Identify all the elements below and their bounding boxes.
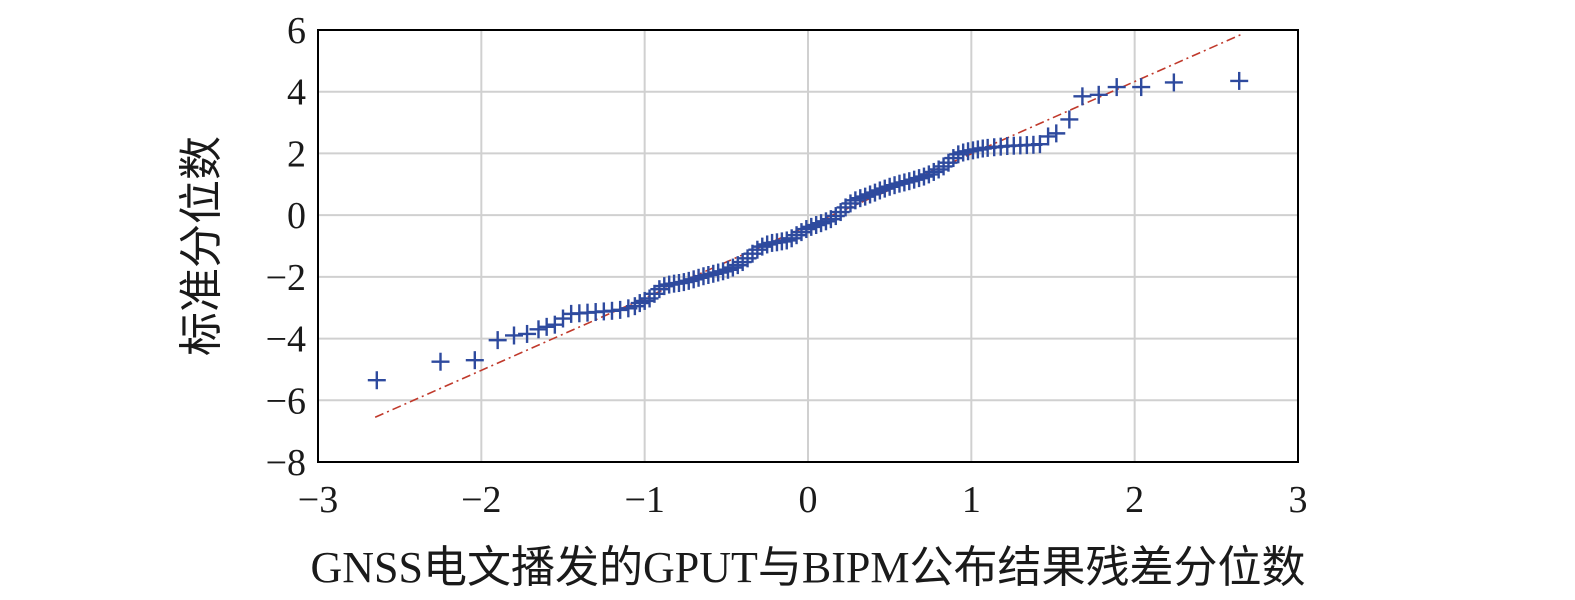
- y-tick-label: 6: [287, 10, 306, 52]
- y-tick-label: 4: [287, 72, 306, 114]
- data-point: [431, 352, 450, 371]
- x-tick-label: −1: [624, 479, 664, 521]
- y-tick-label: −2: [266, 257, 306, 299]
- data-point: [1030, 135, 1049, 154]
- reference-line: [374, 33, 1242, 418]
- reference-line-group: [374, 33, 1242, 418]
- data-point: [1060, 110, 1079, 129]
- data-point: [505, 326, 523, 345]
- data-point: [367, 371, 386, 390]
- data-point: [465, 351, 484, 370]
- data-point: [1089, 85, 1108, 104]
- x-tick-label: −3: [298, 479, 338, 521]
- data-point: [1164, 73, 1183, 92]
- data-points: [367, 71, 1249, 390]
- y-tick-label: −6: [266, 380, 306, 422]
- data-point: [1132, 78, 1151, 97]
- data-point: [488, 331, 507, 350]
- x-tick-label: 0: [799, 479, 818, 521]
- data-point: [518, 324, 537, 343]
- y-tick-label: −4: [266, 319, 306, 361]
- data-point: [554, 309, 572, 328]
- x-tick-label: 1: [962, 479, 981, 521]
- x-tick-labels: −3 −2 −1 0 1 2 3: [298, 479, 1308, 521]
- data-point: [537, 317, 556, 336]
- gridlines: [318, 30, 1298, 462]
- data-point: [1073, 87, 1092, 106]
- x-axis-label: GNSS电文播发的GPUT与BIPM公布结果残差分位数: [311, 543, 1306, 592]
- y-tick-label: 0: [287, 195, 306, 237]
- y-tick-label: 2: [287, 133, 306, 175]
- data-point: [1230, 71, 1249, 90]
- data-point: [611, 300, 630, 319]
- x-tick-label: 3: [1289, 479, 1308, 521]
- x-tick-label: 2: [1125, 479, 1144, 521]
- data-point: [529, 320, 548, 339]
- y-axis-label: 标准分位数: [177, 136, 226, 356]
- y-tick-labels: −8 −6 −4 −2 0 2 4 6: [266, 10, 306, 484]
- plot-frame: [317, 29, 1299, 463]
- data-point: [1107, 78, 1126, 97]
- x-tick-label: −2: [461, 479, 501, 521]
- data-point: [1047, 124, 1066, 143]
- data-point: [1039, 127, 1058, 146]
- y-tick-label: −8: [266, 442, 306, 484]
